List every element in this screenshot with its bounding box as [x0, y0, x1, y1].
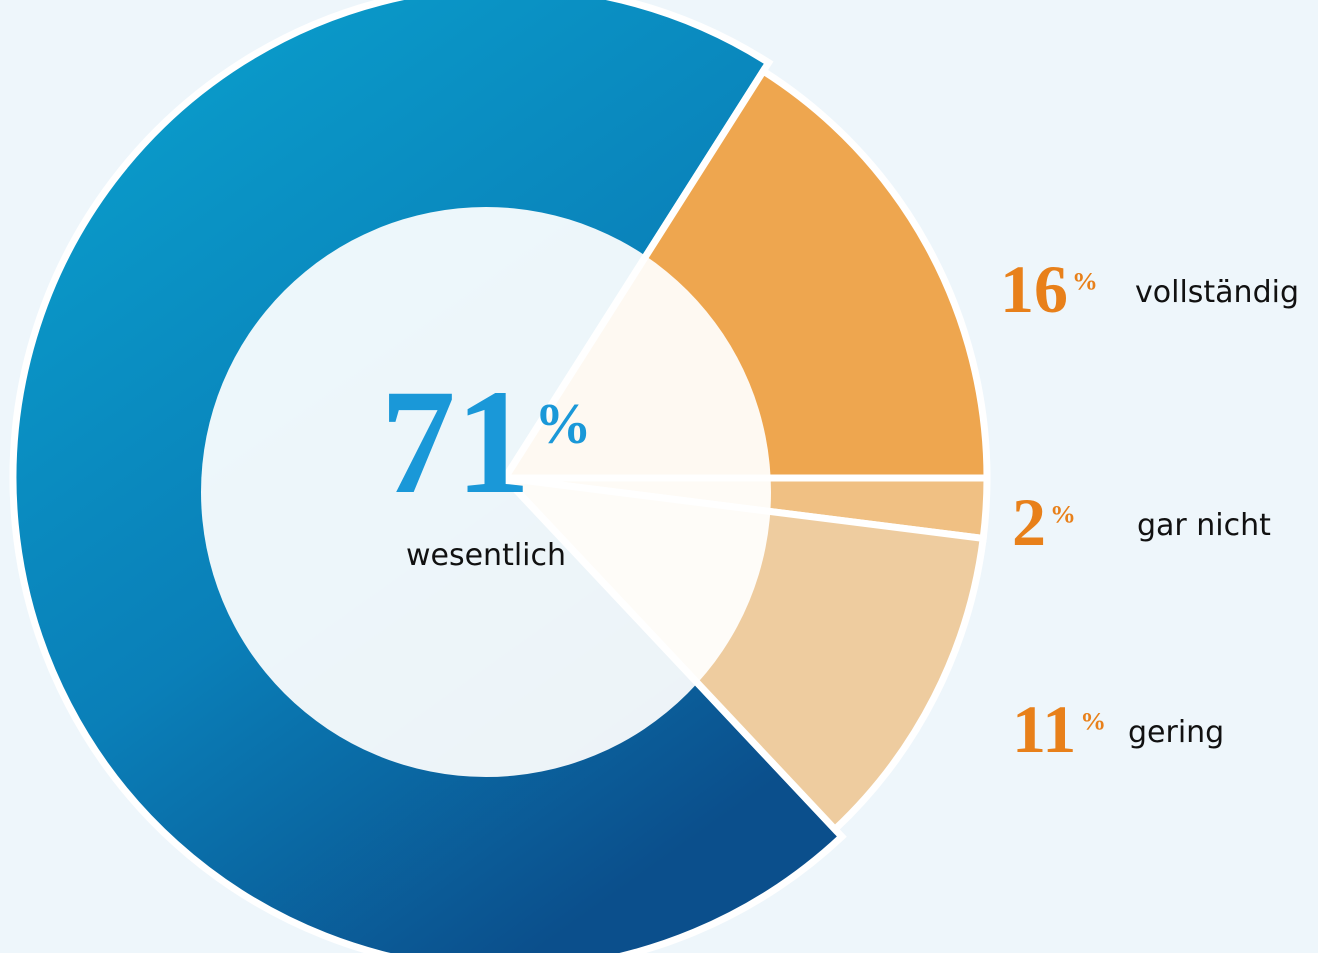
category-label: gar nicht	[1137, 508, 1271, 543]
category-label: vollständig	[1135, 275, 1299, 310]
value-number: 11	[1012, 691, 1076, 767]
value-unit: %	[535, 393, 592, 456]
value-unit: %	[1050, 500, 1076, 529]
value-label: 2%	[1012, 484, 1076, 560]
value-label: 71%	[381, 359, 592, 525]
value-label: 16%	[1000, 251, 1098, 327]
value-unit: %	[1072, 267, 1098, 296]
value-unit: %	[1080, 707, 1106, 736]
value-number: 71	[381, 359, 531, 525]
category-label: wesentlich	[406, 538, 566, 573]
value-label: 11%	[1012, 691, 1106, 767]
value-number: 16	[1000, 251, 1068, 327]
donut-hole	[201, 207, 771, 777]
value-number: 2	[1012, 484, 1046, 560]
category-label: gering	[1128, 715, 1224, 750]
